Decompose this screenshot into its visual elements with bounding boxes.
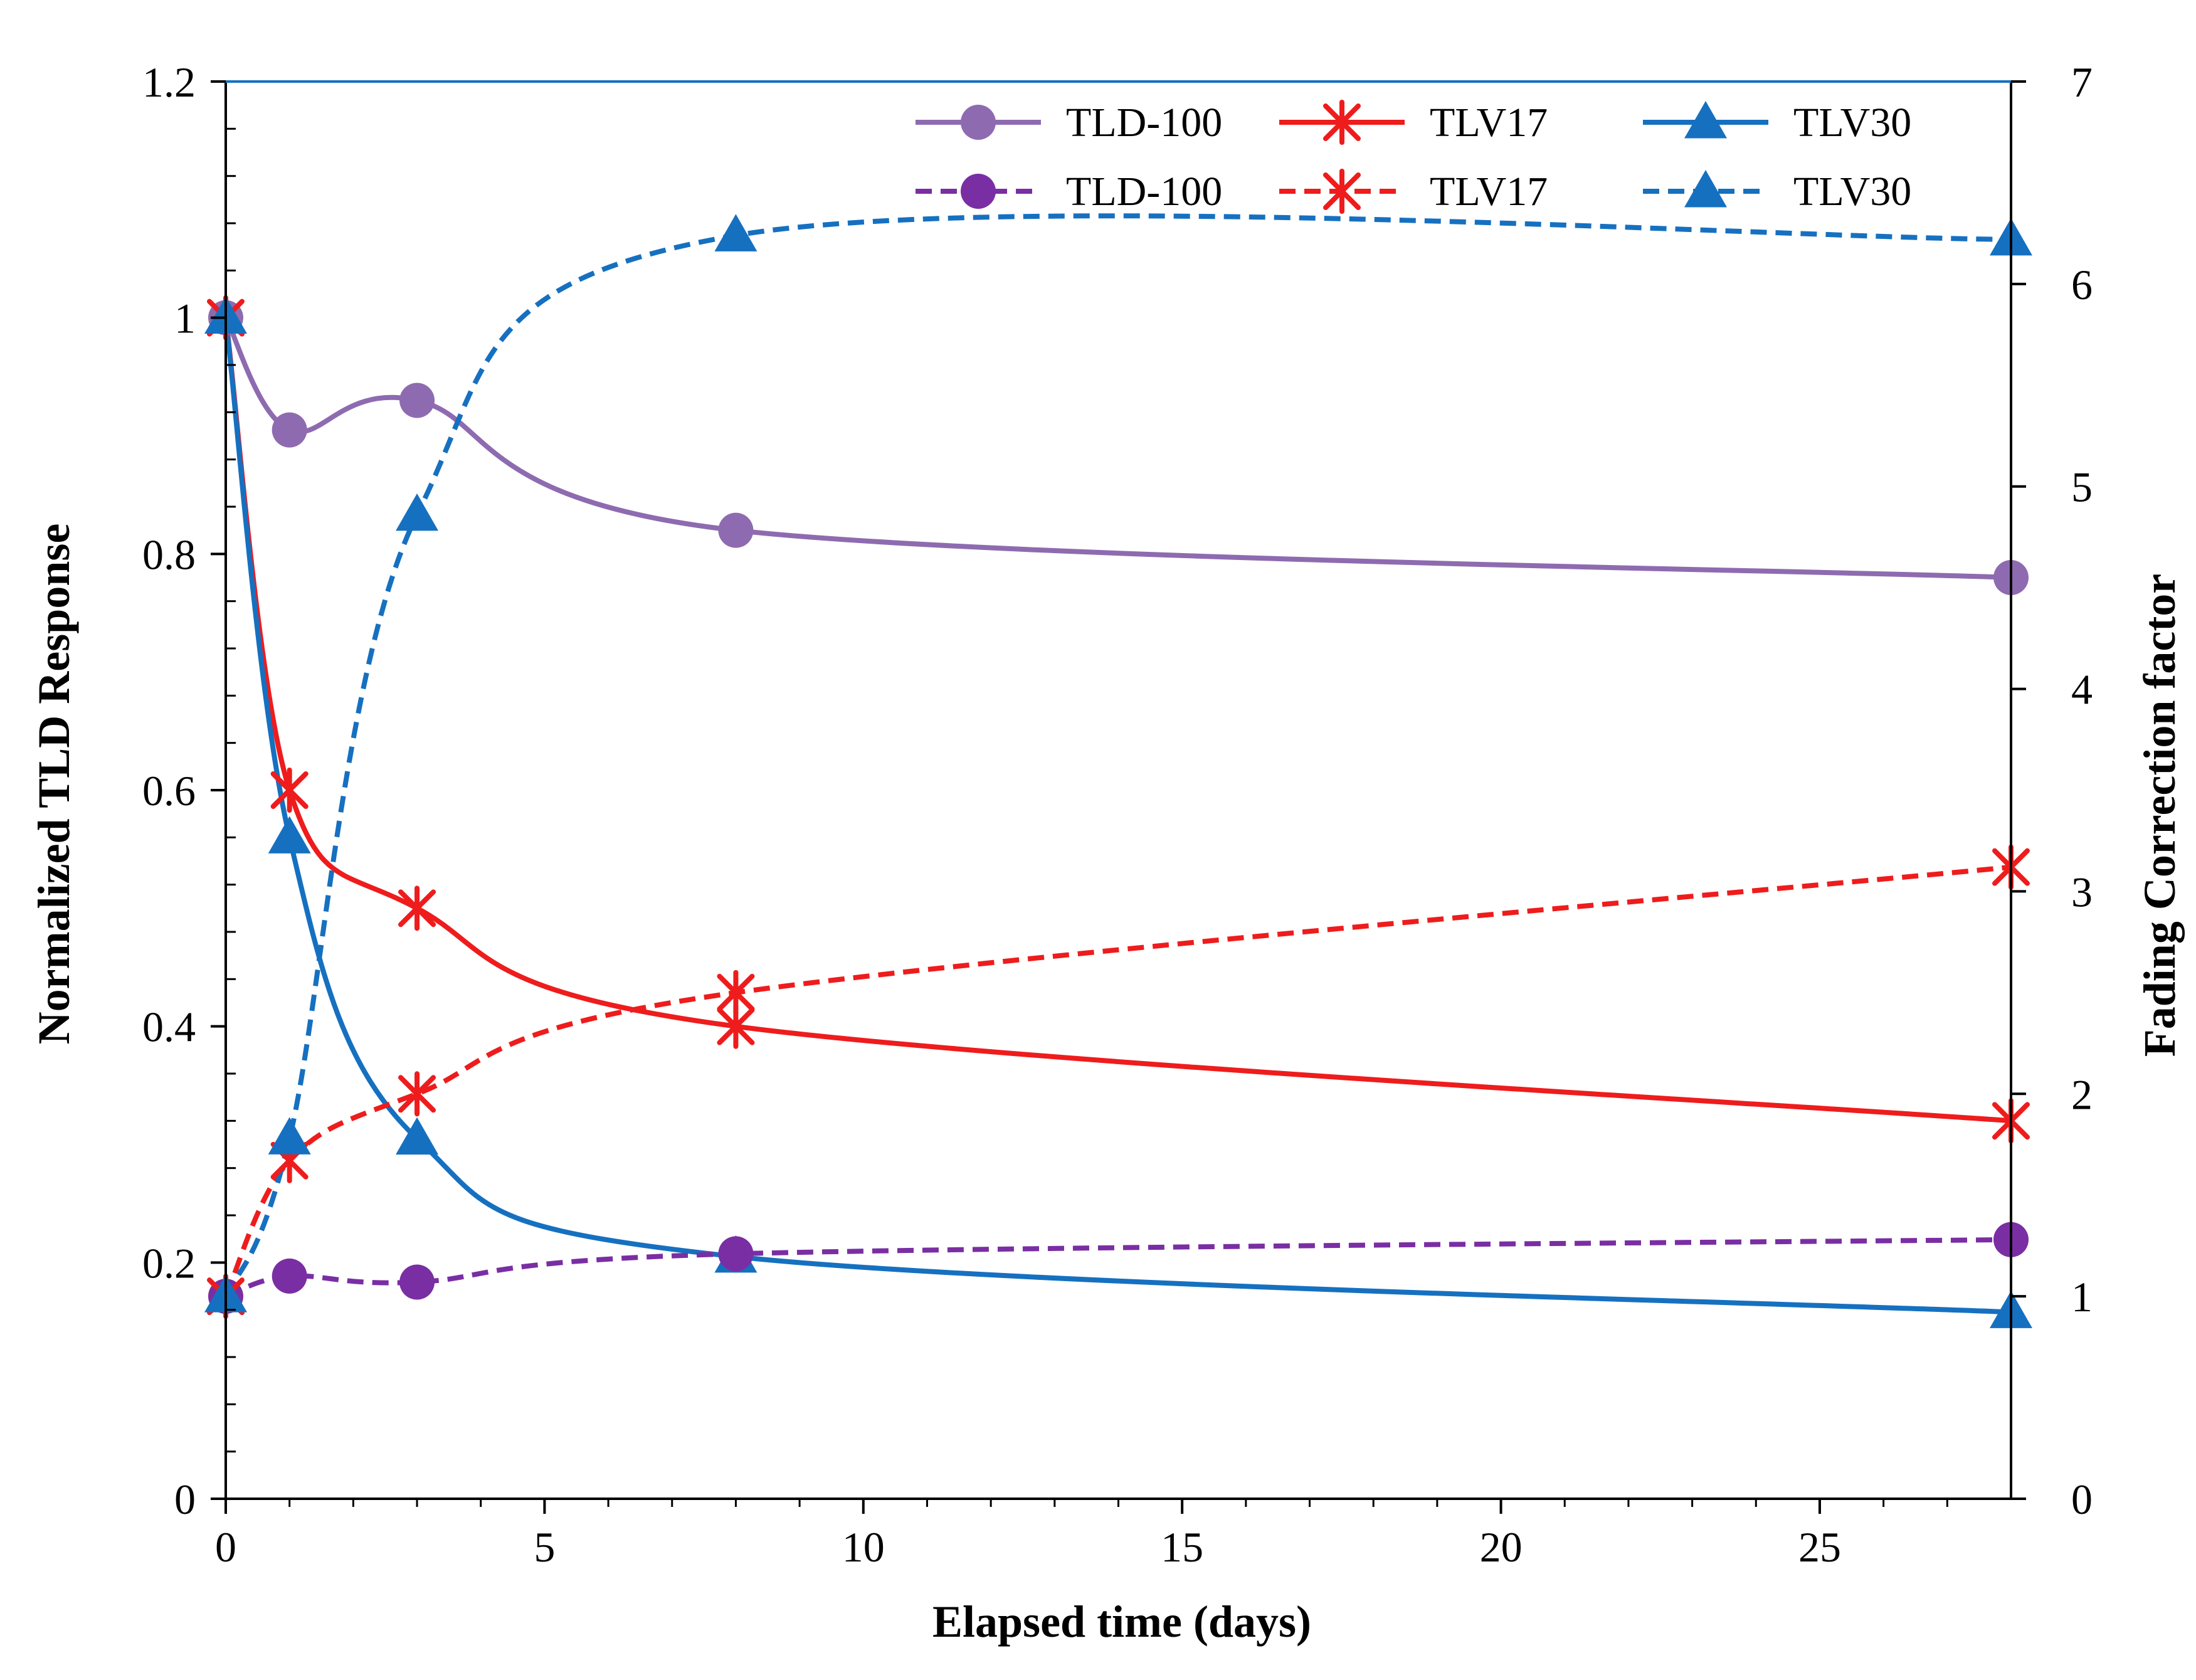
series-line-tlv30-solid — [223, 317, 2012, 1315]
legend-marker-tlv30-solid — [1684, 101, 1727, 139]
y-right-tick-label: 0 — [2071, 1476, 2093, 1523]
x-tick-label: 25 — [1798, 1523, 1841, 1571]
data-point-tlv17-solid — [398, 885, 436, 931]
x-axis-title: Elapsed time (days) — [932, 1597, 1311, 1647]
series-line-tld-100-solid — [223, 316, 2012, 580]
legend-marker-tlv17-dashed — [1323, 169, 1361, 214]
data-point-tld-100-solid — [399, 383, 435, 418]
legend-marker-tlv17-solid — [1323, 100, 1361, 145]
y-right-tick-label: 6 — [2071, 261, 2093, 309]
series-line-tlv17-solid — [223, 317, 2012, 1124]
y-left-tick-label: 0 — [174, 1476, 196, 1523]
legend-label-tld-100-solid: TLD-100 — [1066, 100, 1222, 145]
series-line-tlv17-dashed — [223, 864, 2012, 1297]
legend-label-tlv17-dashed: TLV17 — [1430, 169, 1548, 214]
y-right-tick-label: 4 — [2071, 666, 2093, 714]
series-line-tlv30-dashed — [223, 213, 2012, 1297]
legend-label-tlv17-solid: TLV17 — [1430, 100, 1548, 145]
y-left-tick-label: 0.4 — [142, 1003, 196, 1051]
y-left-tick-label: 1 — [174, 295, 196, 342]
y-right-tick-label: 1 — [2071, 1273, 2093, 1321]
legend-marker-tlv30-dashed — [1684, 170, 1727, 208]
y-left-tick-label: 1.2 — [142, 58, 196, 106]
data-point-tld-100-dashed — [399, 1264, 435, 1300]
legend-label-tlv30-solid: TLV30 — [1793, 100, 1911, 145]
x-tick-label: 0 — [215, 1523, 236, 1571]
axes-layer: 0 5 10 15 20 25 0 0.2 0.4 0.6 0.8 1 1.2 0 1 2 3 4 5 6 7 — [142, 58, 2093, 1571]
y-right-tick-label: 3 — [2071, 868, 2093, 916]
y-axis-title-right: Fading Correction factor — [2135, 574, 2185, 1057]
data-point-tld-100-dashed — [272, 1258, 307, 1294]
data-point-tlv17-dashed — [398, 1071, 436, 1117]
y-right-tick-label: 2 — [2071, 1070, 2093, 1118]
data-point-tlv30-dashed — [268, 1117, 311, 1154]
legend: TLD-100 TLV17 TLV30 TLD-100 TLV17 TLV30 — [916, 100, 1911, 214]
data-point-tld-100-dashed — [718, 1236, 754, 1272]
legend-label-tld-100-dashed: TLD-100 — [1066, 169, 1222, 214]
y-right-tick-label: 7 — [2071, 58, 2093, 106]
x-tick-label: 20 — [1480, 1523, 1523, 1571]
legend-marker-tld-100-dashed — [961, 174, 996, 209]
legend-label-tlv30-dashed: TLV30 — [1793, 169, 1911, 214]
x-tick-label: 10 — [842, 1523, 885, 1571]
data-point-tlv30-dashed — [396, 493, 439, 531]
y-axis-title-left: Normalized TLD Response — [29, 524, 79, 1045]
series-line-tld-100-dashed — [224, 1237, 2012, 1299]
data-point-tld-100-solid — [718, 512, 754, 548]
data-point-tld-100-solid — [272, 412, 307, 448]
x-tick-label: 15 — [1161, 1523, 1203, 1571]
data-point-tlv30-dashed — [714, 214, 758, 251]
data-point-tlv30-solid — [268, 816, 311, 853]
y-left-tick-label: 0.8 — [142, 531, 196, 578]
y-left-tick-label: 0.6 — [142, 767, 196, 815]
y-left-tick-label: 0.2 — [142, 1239, 196, 1287]
y-right-tick-label: 5 — [2071, 463, 2093, 511]
data-point-tlv30-solid — [396, 1117, 439, 1155]
x-tick-label: 5 — [534, 1523, 555, 1571]
data-point-tlv17-dashed — [717, 969, 755, 1015]
legend-marker-tld-100-solid — [961, 105, 996, 140]
series-layer — [204, 213, 2032, 1328]
data-point-tlv17-solid — [270, 768, 309, 813]
